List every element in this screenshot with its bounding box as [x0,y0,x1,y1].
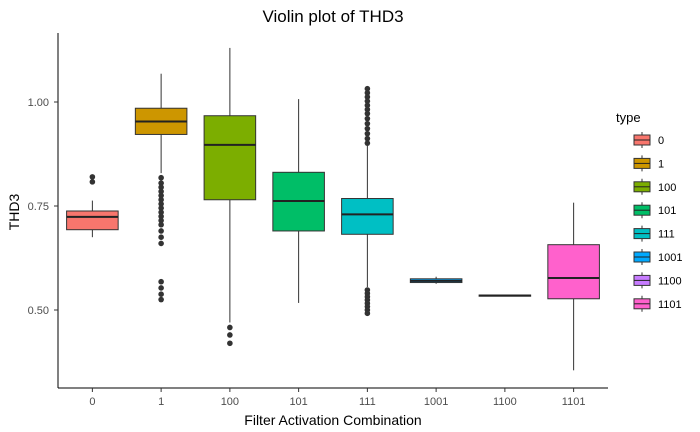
legend-label: 1101 [658,299,682,311]
y-tick-label: 1.00 [28,97,49,109]
outlier-point [158,240,164,247]
box-body [341,198,394,235]
outlier-point [158,174,164,181]
outlier-point [158,228,164,234]
outlier-point [89,174,96,180]
legend-item-1100: 1100 [633,272,682,289]
outlier-point [364,125,371,132]
box-group-111 [341,85,394,317]
y-tick-label: 0.50 [28,305,49,317]
outlier-point [158,221,164,228]
outlier-point [364,310,371,317]
outlier-point [158,278,164,285]
legend-item-100: 100 [633,178,676,195]
outlier-point [364,98,371,104]
outlier-point [364,115,371,122]
legend-item-1001: 1001 [633,249,682,265]
box-group-101 [272,99,325,303]
outlier-point [158,213,164,220]
box-group-1 [134,73,188,303]
box-body [66,210,119,231]
outlier-point [364,120,371,127]
outlier-point [158,234,164,240]
outlier-point [158,285,164,291]
box-group-0 [66,174,119,238]
box-body [203,115,257,201]
box-group-1100 [478,294,532,297]
legend-label: 100 [658,182,676,194]
x-tick-label: 1001 [424,396,448,408]
legend-label: 101 [658,205,676,217]
legend-label: 1 [658,158,664,170]
outlier-point [364,90,371,96]
box-group-1101 [547,202,600,371]
chart-title: Violin plot of THD3 [262,7,403,26]
outlier-point [158,217,164,224]
outlier-point [364,130,371,137]
outlier-point [158,201,164,207]
legend-title: type [616,110,641,125]
outlier-point [227,340,233,347]
outlier-point [158,192,164,199]
x-tick-label: 1100 [493,396,517,408]
legend-item-101: 101 [633,202,676,219]
box-body [547,244,600,300]
x-tick-label: 101 [289,396,307,408]
x-tick-label: 100 [221,396,239,408]
y-axis-title: THD3 [6,194,22,231]
x-axis-title: Filter Activation Combination [244,412,421,428]
legend-item-1101: 1101 [633,295,682,312]
outlier-point [158,180,164,186]
x-tick-label: 0 [89,396,95,408]
outlier-point [158,296,164,303]
legend-label: 1001 [658,252,682,264]
legend-item-0: 0 [633,132,664,148]
legend-label: 111 [658,229,675,241]
outlier-point [364,102,371,109]
legend-item-1: 1 [633,155,664,172]
outlier-point [364,110,371,117]
x-tick-label: 1 [158,396,164,408]
outlier-point [364,85,371,92]
outlier-point [158,184,164,191]
box-group-1001 [409,276,463,284]
outlier-point [158,209,164,216]
y-tick-label: 0.75 [28,201,49,213]
outlier-point [158,205,164,211]
legend-label: 1100 [658,275,682,287]
x-tick-label: 111 [359,396,376,408]
box-group-100 [203,47,257,347]
outlier-point [158,196,164,203]
legend-item-111: 111 [633,225,675,242]
outlier-point [158,291,164,297]
outlier-point [364,94,371,100]
outlier-point [364,106,371,113]
outlier-point [89,179,96,185]
x-tick-label: 1101 [562,396,586,408]
outlier-point [364,140,371,146]
legend-label: 0 [658,135,664,147]
outlier-point [227,324,233,331]
plot-area: 0.500.751.000 1 100 101 111 1001 1100 1101 [28,33,608,408]
outlier-point [227,332,233,338]
outlier-point [158,188,164,195]
outlier-point [364,135,371,142]
